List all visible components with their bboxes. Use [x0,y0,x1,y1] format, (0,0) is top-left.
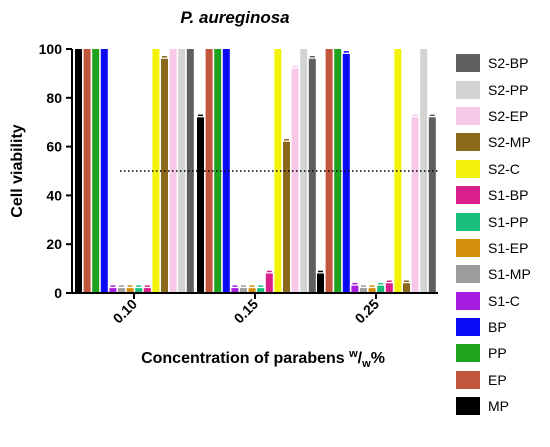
bar-s1-mp-0.15 [240,288,247,293]
legend-item-s1-bp: S1-BP [456,182,548,208]
legend-swatch [456,212,480,231]
legend-swatch [456,186,480,205]
y-tick-label-40: 40 [46,187,62,203]
legend-swatch [456,106,480,125]
legend-label: PP [488,345,507,362]
bar-s2-bp-0.25 [428,117,436,293]
bar-s1-bp-0.10 [143,288,151,293]
chart-legend: S2-BP S2-PP S2-EP S2-MP S2-C S1-BP S1-PP S1-EP S… [456,50,548,419]
bar-s1-ep-0.10 [126,288,134,293]
y-tick-label-100: 100 [39,41,63,57]
legend-item-s2-mp: S2-MP [456,129,548,155]
bar-s1-c-0.15 [231,288,239,293]
y-tick-label-80: 80 [46,90,62,106]
bar-s1-c-0.10 [109,288,117,293]
bar-bp-0.10 [100,49,108,293]
legend-item-bp: BP [456,314,548,340]
bar-s2-ep-0.25 [411,117,419,293]
bar-s1-mp-0.10 [118,288,125,293]
bar-s2-mp-0.15 [283,141,290,293]
bar-s2-bp-0.15 [308,58,316,294]
legend-item-s1-c: S1-C [456,288,548,314]
bar-bp-0.25 [342,53,350,293]
legend-item-s2-bp: S2-BP [456,50,548,76]
legend-label: S1-BP [488,187,529,204]
x-tick-label-0.25: 0.25 [352,296,383,327]
bar-mp-0.15 [197,117,204,293]
bar-s2-mp-0.10 [161,58,168,294]
legend-item-s1-mp: S1-MP [456,261,548,287]
legend-label: S1-PP [488,213,529,230]
legend-item-s2-c: S2-C [456,156,548,182]
bar-pp-0.15 [214,49,222,293]
bar-mp-0.10 [75,49,82,293]
bar-s2-ep-0.15 [291,68,299,294]
legend-label: EP [488,371,507,388]
legend-swatch [456,54,480,73]
legend-swatch [456,238,480,257]
legend-swatch [456,344,480,363]
legend-item-s2-ep: S2-EP [456,103,548,129]
legend-label: S2-EP [488,107,529,124]
bar-s2-c-0.15 [274,49,282,293]
bar-s2-pp-0.10 [178,49,186,293]
bar-s1-bp-0.25 [385,283,393,293]
axes-layer: 0 20 40 60 80 100 0.10 0.15 0.25 Cell viability Co… [9,41,438,370]
x-tick-label-0.10: 0.10 [110,296,141,327]
legend-label: S2-PP [488,81,529,98]
bar-s2-mp-0.25 [403,283,410,293]
bar-mp-0.25 [317,273,324,293]
y-axis-label: Cell viability [9,124,26,217]
legend-item-ep: EP [456,367,548,393]
legend-item-mp: MP [456,393,548,419]
legend-label: S1-C [488,292,520,309]
legend-swatch [456,397,480,416]
bar-s1-pp-0.15 [257,288,265,293]
bar-s1-ep-0.25 [368,288,376,293]
legend-swatch [456,265,480,284]
chart-title: P. aureginosa [180,8,290,27]
legend-label: S1-MP [488,266,531,283]
legend-label: BP [488,319,507,336]
legend-label: S1-EP [488,239,529,256]
legend-item-s1-ep: S1-EP [456,235,548,261]
x-tick-label-0.15: 0.15 [231,296,262,327]
legend-swatch [456,291,480,310]
legend-label: S2-C [488,160,520,177]
legend-swatch [456,318,480,337]
bar-s1-bp-0.15 [265,273,273,293]
legend-item-s1-pp: S1-PP [456,208,548,234]
legend-swatch [456,370,480,389]
bar-bp-0.15 [222,49,230,293]
bar-pp-0.25 [334,49,342,293]
y-tick-label-0: 0 [54,285,62,301]
bar-s2-c-0.25 [394,49,402,293]
legend-label: S2-BP [488,55,529,72]
legend-label: S2-MP [488,134,531,151]
bar-s1-pp-0.10 [135,288,143,293]
legend-swatch [456,80,480,99]
legend-swatch [456,133,480,152]
legend-swatch [456,159,480,178]
bar-s1-mp-0.25 [360,288,367,293]
bar-s1-ep-0.15 [248,288,256,293]
legend-item-pp: PP [456,340,548,366]
bar-s2-bp-0.10 [186,49,194,293]
y-tick-label-60: 60 [46,139,62,155]
bar-ep-0.10 [83,49,91,293]
bar-s2-c-0.10 [152,49,160,293]
bar-s1-pp-0.25 [377,285,385,293]
legend-label: MP [488,398,509,415]
x-axis-label: Concentration of parabens w/w% [141,348,385,370]
legend-item-s2-pp: S2-PP [456,76,548,102]
y-tick-label-20: 20 [46,236,62,252]
bar-s1-c-0.25 [351,285,359,293]
bar-pp-0.10 [92,49,100,293]
bar-s2-pp-0.15 [300,49,308,293]
bar-s2-pp-0.25 [420,49,428,293]
